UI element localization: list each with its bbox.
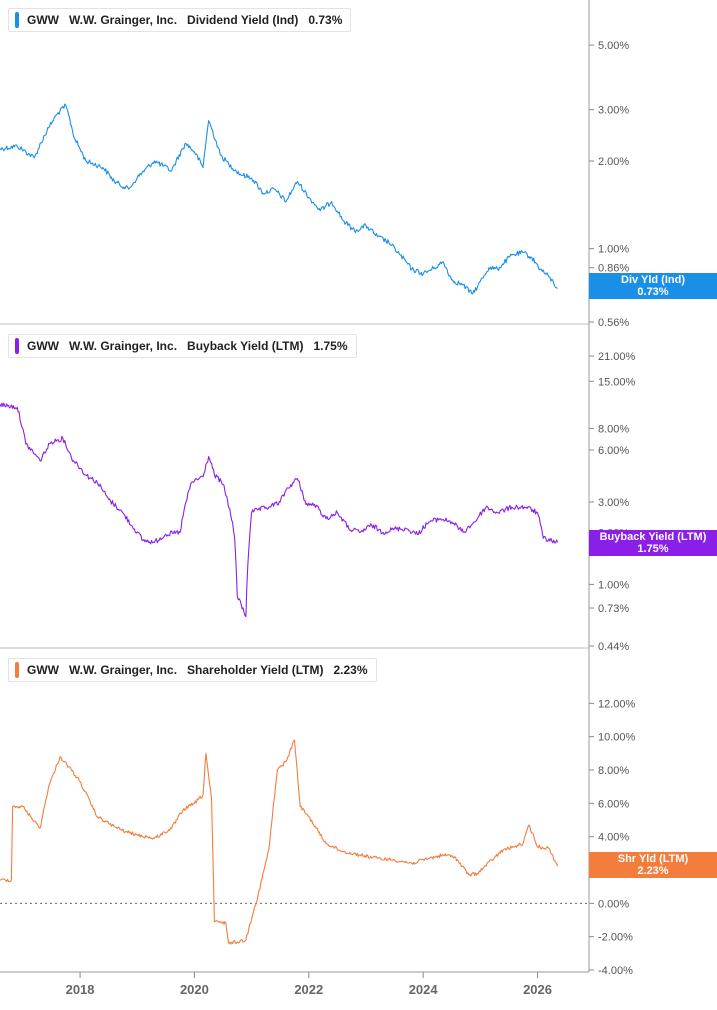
legend-swatch-icon: [15, 12, 19, 28]
legend-buyback-yield[interactable]: GWW W.W. Grainger, Inc. Buyback Yield (L…: [8, 334, 357, 358]
series-line: [0, 402, 559, 618]
x-tick-label: 2026: [523, 982, 552, 997]
end-tag-value: 1.75%: [637, 543, 669, 555]
legend-ticker: GWW: [27, 13, 59, 27]
legend-company: W.W. Grainger, Inc.: [69, 339, 178, 353]
x-tick-label: 2020: [180, 982, 209, 997]
x-tick-label: 2022: [294, 982, 323, 997]
y-tick-label: 8.00%: [598, 765, 629, 777]
legend-value: 1.75%: [313, 339, 348, 353]
legend-company: W.W. Grainger, Inc.: [69, 13, 178, 27]
end-tag-label: Div Yld (Ind): [621, 274, 685, 286]
end-tag-dividend-yield: Div Yld (Ind) 0.73%: [589, 273, 717, 299]
legend-shareholder-yield[interactable]: GWW W.W. Grainger, Inc. Shareholder Yiel…: [8, 658, 377, 682]
series-line: [0, 739, 559, 945]
y-tick-label: 1.00%: [598, 244, 629, 256]
legend-metric: Buyback Yield (LTM): [187, 339, 304, 353]
y-tick-label: 3.00%: [598, 105, 629, 117]
y-tick-label: 1.00%: [598, 579, 629, 591]
y-tick-label: 0.56%: [598, 317, 629, 329]
series-line: [0, 103, 558, 295]
y-tick-label: -4.00%: [598, 965, 633, 977]
legend-ticker: GWW: [27, 339, 59, 353]
end-tag-label: Buyback Yield (LTM): [599, 531, 707, 543]
legend-company: W.W. Grainger, Inc.: [69, 663, 178, 677]
end-tag-value: 2.23%: [637, 865, 669, 877]
legend-value: 2.23%: [333, 663, 368, 677]
legend-swatch-icon: [15, 662, 19, 678]
y-tick-label: 15.00%: [598, 376, 636, 388]
y-tick-label: 0.86%: [598, 263, 629, 275]
legend-swatch-icon: [15, 338, 19, 354]
legend-metric: Shareholder Yield (LTM): [187, 663, 324, 677]
y-tick-label: -2.00%: [598, 932, 633, 944]
y-tick-label: 12.00%: [598, 698, 636, 710]
y-tick-label: 6.00%: [598, 445, 629, 457]
y-tick-label: 3.00%: [598, 497, 629, 509]
y-tick-label: 8.00%: [598, 423, 629, 435]
end-tag-value: 0.73%: [637, 286, 669, 298]
end-tag-label: Shr Yld (LTM): [617, 853, 689, 865]
y-tick-label: 0.44%: [598, 641, 629, 653]
legend-value: 0.73%: [308, 13, 343, 27]
legend-metric: Dividend Yield (Ind): [187, 13, 299, 27]
y-tick-label: 10.00%: [598, 732, 636, 744]
y-tick-label: 2.00%: [598, 156, 629, 168]
y-tick-label: 5.00%: [598, 40, 629, 52]
legend-dividend-yield[interactable]: GWW W.W. Grainger, Inc. Dividend Yield (…: [8, 8, 352, 32]
y-tick-label: 0.00%: [598, 898, 629, 910]
y-tick-label: 4.00%: [598, 832, 629, 844]
end-tag-buyback-yield: Buyback Yield (LTM) 1.75%: [589, 530, 717, 556]
x-tick-label: 2018: [66, 982, 95, 997]
y-tick-label: 21.00%: [598, 351, 636, 363]
end-tag-shareholder-yield: Shr Yld (LTM) 2.23%: [589, 852, 717, 878]
legend-ticker: GWW: [27, 663, 59, 677]
y-tick-label: 6.00%: [598, 798, 629, 810]
y-tick-label: 0.73%: [598, 603, 629, 615]
x-tick-label: 2024: [409, 982, 439, 997]
